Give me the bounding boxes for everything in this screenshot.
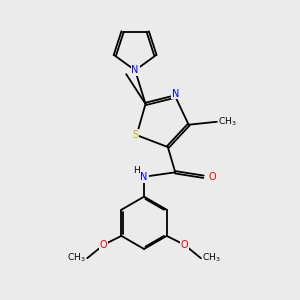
Text: O: O (181, 240, 188, 250)
Text: N: N (140, 172, 148, 182)
Text: O: O (209, 172, 217, 182)
Text: S: S (132, 130, 138, 140)
Text: N: N (131, 65, 139, 75)
Text: O: O (100, 240, 107, 250)
Text: N: N (172, 88, 179, 98)
Text: CH$_3$: CH$_3$ (202, 252, 221, 264)
Text: CH$_3$: CH$_3$ (218, 116, 237, 128)
Text: CH$_3$: CH$_3$ (67, 252, 86, 264)
Text: H: H (133, 166, 140, 175)
